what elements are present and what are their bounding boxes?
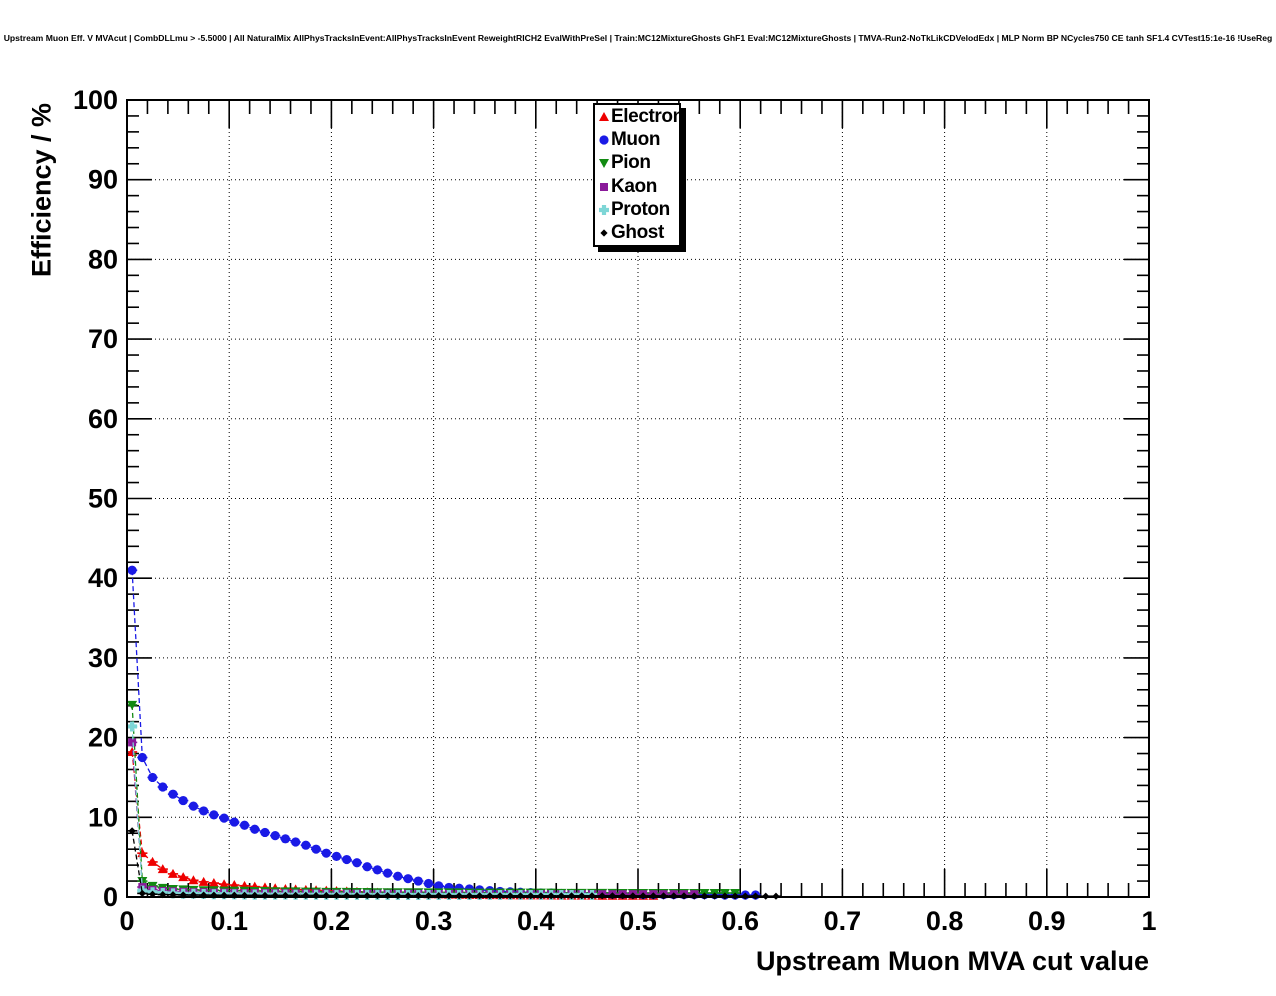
error-bars: [127, 723, 598, 898]
svg-text:90: 90: [88, 165, 118, 195]
x-axis-title: Upstream Muon MVA cut value: [755, 946, 1149, 976]
svg-text:1: 1: [1141, 906, 1156, 936]
svg-text:40: 40: [88, 563, 118, 593]
svg-text:0: 0: [119, 906, 134, 936]
plot-title: Upstream Muon Eff. V MVAcut | CombDLLmu …: [3, 33, 1273, 43]
proton-marker-icon: [597, 202, 611, 218]
svg-text:0.5: 0.5: [619, 906, 657, 936]
svg-text:0.8: 0.8: [926, 906, 964, 936]
svg-text:0.7: 0.7: [824, 906, 862, 936]
svg-text:0.1: 0.1: [210, 906, 248, 936]
svg-text:0: 0: [103, 882, 118, 912]
legend-label: Pion: [611, 152, 651, 174]
x-tick-labels: 0 0.1 0.2 0.3 0.4 0.5 0.6 0.7 0.8 0.9 1: [119, 906, 1156, 936]
svg-text:80: 80: [88, 244, 118, 274]
svg-text:100: 100: [73, 85, 118, 115]
svg-text:0.3: 0.3: [415, 906, 453, 936]
svg-text:0.9: 0.9: [1028, 906, 1066, 936]
pion-marker-icon: [597, 155, 611, 171]
legend-item-kaon: Kaon: [595, 175, 679, 198]
svg-text:50: 50: [88, 484, 118, 514]
muon-marker-icon: [597, 132, 611, 148]
legend-label: Kaon: [611, 175, 657, 197]
svg-text:0.6: 0.6: [721, 906, 759, 936]
kaon-marker-icon: [597, 179, 611, 195]
legend-item-ghost: Ghost: [595, 221, 679, 244]
legend: Electron Muon Pion Kaon Proton Ghost: [593, 103, 684, 247]
electron-marker-icon: [597, 109, 611, 125]
error-bars: [127, 567, 761, 898]
svg-text:60: 60: [88, 404, 118, 434]
series-proton: [127, 721, 598, 901]
ghost-marker-icon: [597, 225, 611, 241]
legend-item-electron: Electron: [595, 105, 684, 128]
svg-text:0.4: 0.4: [517, 906, 555, 936]
y-axis-title: Efficiency / %: [26, 102, 57, 278]
svg-text:0.2: 0.2: [313, 906, 351, 936]
legend-label: Electron: [611, 105, 684, 127]
series-muon: [127, 565, 761, 900]
plot-frame: [126, 99, 1150, 898]
svg-text:30: 30: [88, 643, 118, 673]
y-tick-labels: 0 10 20 30 40 50 60 70 80 90 100: [73, 85, 118, 912]
legend-label: Muon: [611, 128, 661, 150]
legend-item-proton: Proton: [595, 198, 679, 221]
legend-item-pion: Pion: [595, 152, 679, 175]
legend-label: Proton: [611, 198, 670, 220]
legend-label: Ghost: [611, 222, 664, 244]
svg-text:20: 20: [88, 723, 118, 753]
legend-item-muon: Muon: [595, 128, 679, 151]
svg-text:70: 70: [88, 324, 118, 354]
error-bars: [127, 702, 741, 896]
svg-text:10: 10: [88, 802, 118, 832]
